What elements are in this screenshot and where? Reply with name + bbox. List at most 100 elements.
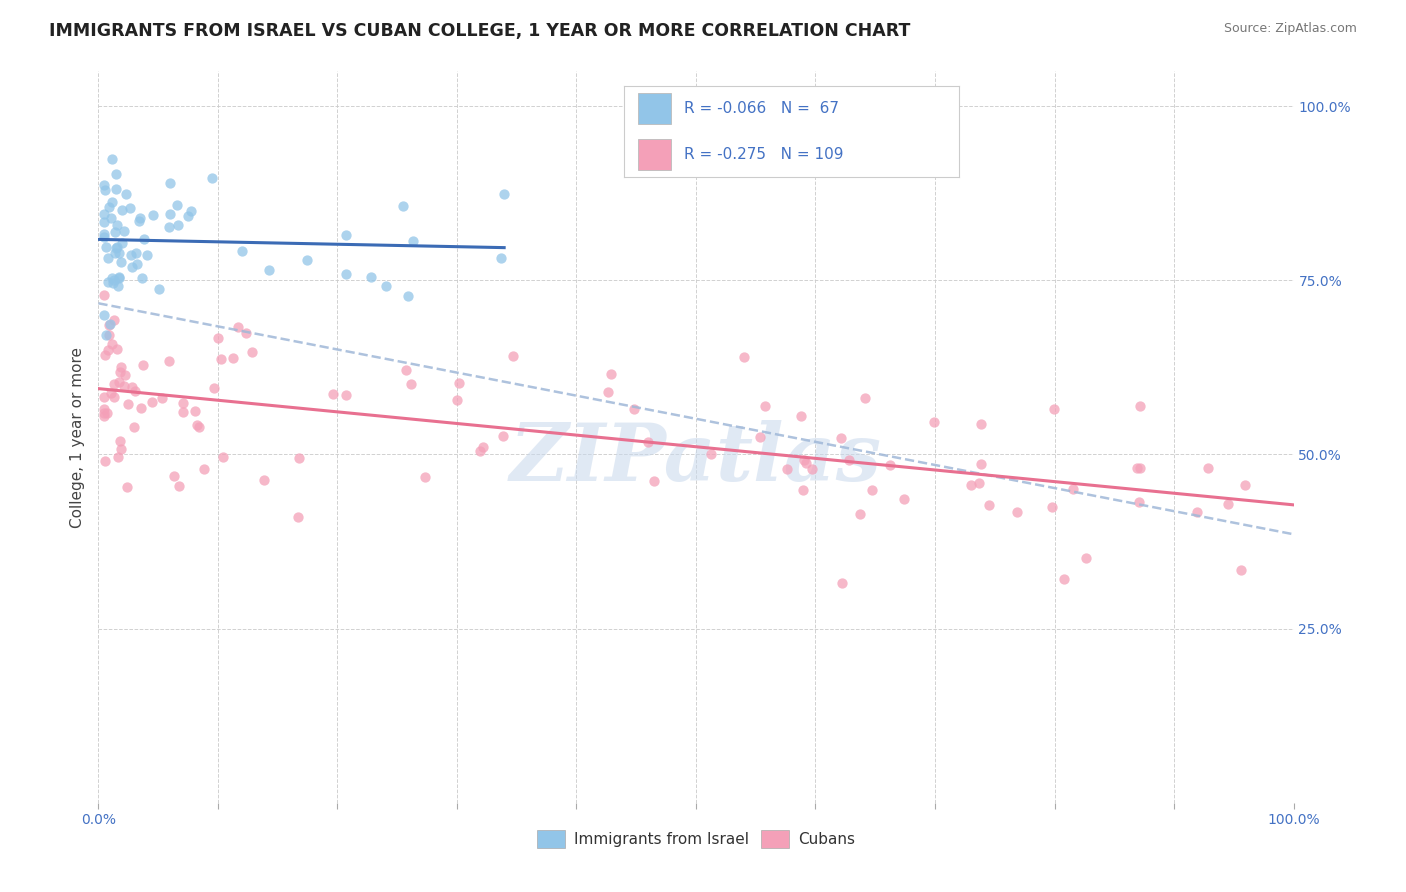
Point (287, 509, 309, 524)
Point (295, 252, 318, 267)
Point (335, 387, 357, 401)
Point (100, 211, 122, 226)
Point (110, 442, 132, 456)
Point (141, 395, 163, 409)
Point (111, 202, 134, 217)
Point (1125, 461, 1147, 475)
Point (831, 576, 853, 591)
Point (157, 220, 180, 235)
Point (148, 282, 170, 296)
Point (235, 326, 257, 341)
Point (449, 376, 471, 390)
Point (136, 248, 159, 262)
Point (132, 232, 155, 246)
Point (335, 227, 357, 242)
Point (128, 213, 150, 227)
Point (93, 406, 115, 420)
Point (792, 483, 814, 497)
Point (112, 224, 135, 238)
Point (226, 319, 249, 334)
Point (830, 431, 852, 445)
Point (849, 508, 872, 522)
Point (183, 403, 205, 417)
Point (105, 219, 128, 233)
Point (104, 225, 127, 239)
Point (253, 474, 276, 488)
Point (131, 270, 153, 285)
Point (104, 241, 127, 255)
Point (100, 386, 122, 401)
Point (202, 381, 225, 395)
Point (120, 201, 142, 215)
Point (180, 203, 202, 218)
Point (970, 417, 993, 431)
Point (401, 234, 423, 248)
Point (98, 318, 121, 332)
Point (1233, 478, 1256, 492)
Point (96, 406, 118, 420)
Point (93, 308, 115, 322)
Point (101, 277, 124, 291)
Point (129, 401, 152, 416)
Point (121, 380, 143, 394)
Point (1074, 551, 1097, 566)
Point (1062, 482, 1084, 496)
Point (193, 462, 215, 476)
Point (257, 263, 280, 277)
Point (1197, 461, 1219, 475)
Point (413, 469, 436, 483)
Point (100, 336, 122, 351)
Point (395, 363, 418, 377)
Point (108, 269, 131, 284)
Point (643, 474, 665, 488)
Point (142, 208, 165, 222)
Point (860, 483, 883, 498)
Point (125, 257, 148, 271)
Point (98, 318, 121, 332)
Point (97, 275, 120, 289)
Point (110, 236, 132, 251)
Point (472, 440, 495, 454)
Point (132, 358, 155, 372)
Point (101, 195, 124, 210)
Point (120, 248, 142, 262)
Point (159, 176, 181, 190)
Point (1187, 505, 1209, 519)
Point (150, 391, 173, 405)
Point (122, 420, 145, 434)
Point (96, 239, 118, 253)
Point (392, 199, 415, 213)
Point (105, 168, 128, 182)
Point (1052, 572, 1074, 586)
Point (209, 352, 232, 367)
Point (97, 200, 120, 214)
Point (167, 478, 190, 492)
Point (335, 267, 357, 281)
Point (793, 452, 815, 467)
Point (108, 270, 131, 285)
Point (108, 375, 131, 389)
Point (360, 270, 382, 285)
Point (1129, 461, 1152, 475)
Legend: Immigrants from Israel, Cubans: Immigrants from Israel, Cubans (531, 824, 860, 854)
Point (446, 392, 468, 407)
Point (117, 397, 139, 411)
Point (733, 350, 755, 364)
Point (922, 415, 945, 429)
Point (107, 279, 129, 293)
Point (775, 461, 797, 475)
Point (623, 402, 645, 417)
Point (93, 229, 115, 244)
Text: ZIPatlas: ZIPatlas (510, 420, 882, 498)
Point (114, 368, 136, 383)
Point (637, 435, 659, 450)
Point (101, 153, 124, 167)
Point (167, 218, 190, 232)
Point (93, 409, 115, 424)
Point (110, 359, 132, 374)
Point (1043, 401, 1066, 416)
Point (801, 462, 824, 476)
Point (125, 245, 148, 260)
Point (166, 198, 188, 212)
Point (159, 207, 181, 221)
